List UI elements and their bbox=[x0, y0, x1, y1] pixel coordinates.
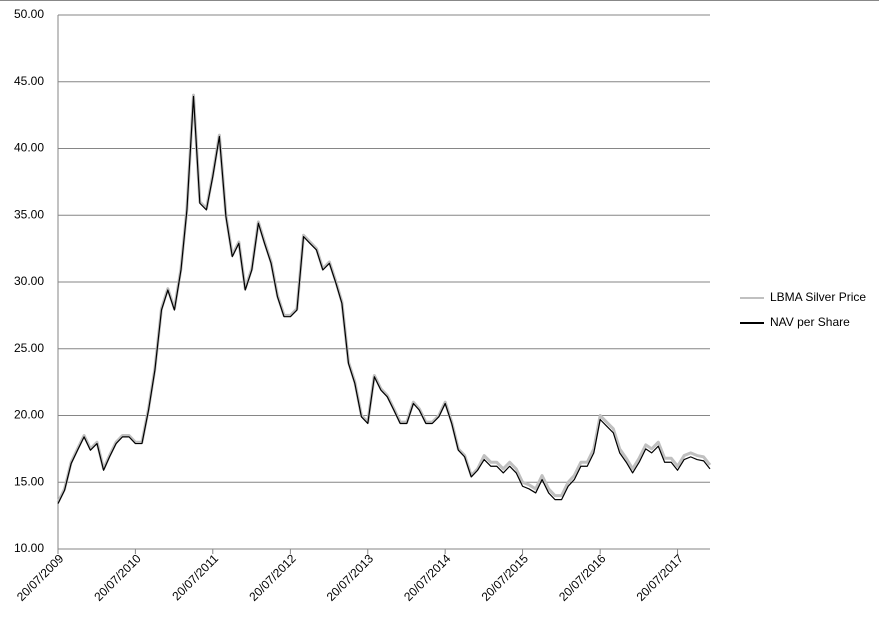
y-tick-label: 20.00 bbox=[14, 408, 44, 422]
y-tick-label: 45.00 bbox=[14, 74, 44, 88]
x-tick-label: 20/07/2011 bbox=[169, 551, 221, 603]
series-line bbox=[57, 95, 711, 504]
x-tick-label: 20/07/2012 bbox=[246, 551, 299, 604]
x-tick-label: 20/07/2009 bbox=[14, 551, 67, 604]
y-tick-label: 10.00 bbox=[14, 541, 44, 555]
y-tick-label: 30.00 bbox=[14, 274, 44, 288]
y-tick-label: 40.00 bbox=[14, 141, 44, 155]
x-tick-label: 20/07/2017 bbox=[634, 551, 687, 604]
legend-label: LBMA Silver Price bbox=[770, 290, 866, 304]
y-tick-label: 15.00 bbox=[14, 474, 44, 488]
y-tick-label: 25.00 bbox=[14, 341, 44, 355]
legend-label: NAV per Share bbox=[770, 315, 850, 329]
x-tick-label: 20/07/2016 bbox=[556, 551, 609, 604]
y-tick-label: 35.00 bbox=[14, 207, 44, 221]
series-line bbox=[56, 93, 712, 503]
x-tick-label: 20/07/2014 bbox=[401, 551, 454, 604]
x-tick-label: 20/07/2015 bbox=[479, 551, 532, 604]
y-tick-label: 50.00 bbox=[14, 7, 44, 21]
x-tick-label: 20/07/2010 bbox=[91, 551, 144, 604]
x-tick-label: 20/07/2013 bbox=[324, 551, 377, 604]
